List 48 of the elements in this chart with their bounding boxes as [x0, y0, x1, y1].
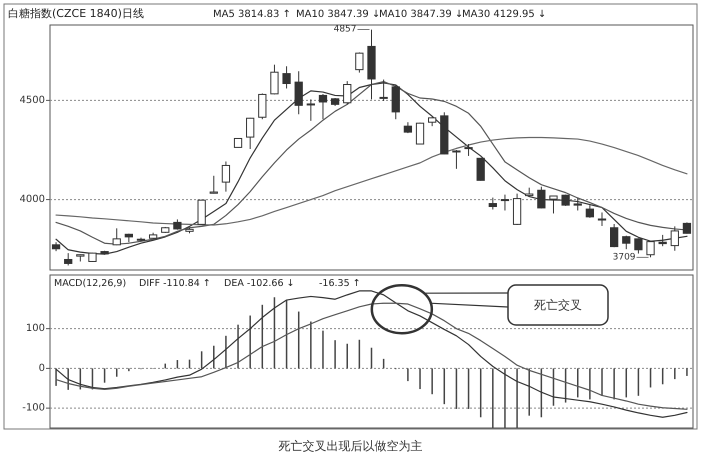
candlestick [622, 235, 630, 250]
candlestick [488, 197, 497, 210]
annotation: DEA -102.66 ↓ [224, 278, 294, 289]
candlestick [658, 234, 667, 247]
candlestick [610, 223, 618, 248]
candlestick [452, 149, 461, 170]
candlestick [282, 66, 291, 89]
candlestick [670, 226, 679, 252]
candlestick [537, 186, 546, 209]
y-tick-label: -100 [22, 402, 45, 414]
candlestick [234, 138, 242, 148]
annotation: DIFF -110.84 ↑ [139, 278, 211, 289]
candlestick [586, 204, 594, 218]
candlestick [549, 195, 558, 214]
candlestick [598, 212, 606, 226]
text: MA10 3847.39 ↓ [379, 9, 464, 20]
text: MA10 3847.39 ↓ [296, 9, 380, 20]
text: MA30 4129.95 ↓ [462, 9, 546, 20]
text: MA5 3814.83 ↑ [213, 9, 291, 20]
candlestick [258, 92, 266, 120]
candlestick [270, 64, 279, 95]
line-series [55, 290, 688, 418]
annotation: MACD(12,26,9) [54, 278, 126, 289]
candlestick [464, 144, 473, 156]
annotation: -16.35 ↑ [319, 278, 361, 289]
candlestick [476, 157, 485, 182]
candlestick [306, 98, 315, 122]
y-tick-label: 4000 [20, 194, 45, 206]
candlestick [500, 194, 510, 211]
text: 死亡交叉出现后以做空为主 [278, 439, 422, 453]
candlestick [416, 122, 424, 145]
candlestick [210, 175, 218, 194]
annotation: 3709 [612, 252, 636, 262]
candlestick [355, 52, 364, 74]
y-tick-label: 100 [26, 323, 45, 334]
chart-title: 白糖指数(CZCE 1840)日线 [8, 7, 144, 20]
annotation: 死亡交叉 [534, 298, 582, 312]
candlestick [318, 94, 328, 120]
candlestick [222, 160, 230, 192]
candlestick [561, 194, 570, 206]
candlestick [404, 122, 412, 134]
candlestick [246, 117, 254, 150]
candlestick [64, 252, 72, 266]
candlestick [574, 197, 582, 211]
candlestick [112, 228, 121, 246]
y-tick-label: 4500 [20, 94, 45, 106]
annotation: 4857 [334, 24, 356, 35]
y-tick-label: 0 [38, 362, 45, 374]
